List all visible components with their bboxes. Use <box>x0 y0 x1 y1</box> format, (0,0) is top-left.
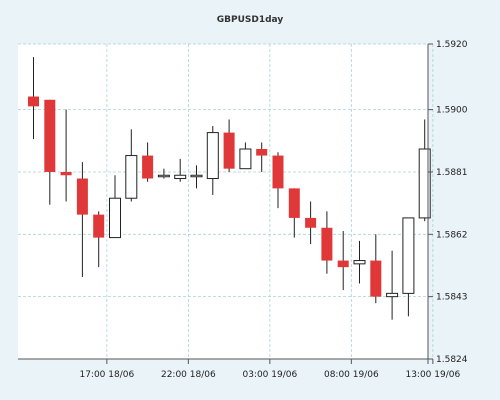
x-tick-label: 22:00 18/06 <box>161 370 216 380</box>
candle-body-down <box>337 260 349 268</box>
y-tick-label: 1.5881 <box>436 168 468 178</box>
y-tick-label: 1.5843 <box>436 293 468 303</box>
y-tick-label: 1.5920 <box>436 40 468 50</box>
candles <box>28 57 431 320</box>
y-tick-label: 1.5824 <box>436 355 468 365</box>
candle-body-down <box>256 149 268 156</box>
y-tick-label: 1.5900 <box>436 106 468 116</box>
x-tick-label: 13:00 19/06 <box>405 370 460 380</box>
chart-title: GBPUSD1day <box>217 15 284 25</box>
candle-body-up <box>353 260 366 265</box>
candle-body-down <box>28 96 39 107</box>
candle-body-down <box>321 227 333 261</box>
x-tick-label: 03:00 19/06 <box>242 370 297 380</box>
candle-body-up <box>239 148 252 170</box>
candle-body-down <box>370 260 382 297</box>
candle-body-down <box>142 155 154 179</box>
candle-body-down <box>44 99 56 172</box>
candle-body-up <box>125 155 138 199</box>
candle-body-down <box>223 132 235 169</box>
candle-body-up <box>418 148 431 219</box>
x-tick-label: 17:00 18/06 <box>79 370 134 380</box>
y-tick-label: 1.5862 <box>436 230 468 240</box>
candle-body-up <box>109 197 121 239</box>
candle-body-down <box>60 171 72 176</box>
candle-body-down <box>76 178 88 215</box>
candle-body-down <box>93 214 105 238</box>
x-tick-label: 08:00 19/06 <box>324 370 379 380</box>
candle-body-up <box>190 174 203 178</box>
y-axis: 1.5824 1.5843 1.5862 1.5881 1.5900 1.5920 <box>427 40 468 365</box>
candle-body-up <box>174 174 187 180</box>
candle-body-up <box>402 217 415 294</box>
candle-body-down <box>305 217 317 228</box>
candle-body-down <box>288 188 300 218</box>
x-axis: 17:00 18/06 22:00 18/06 03:00 19/06 08:00 1… <box>18 358 460 380</box>
candle-body-up <box>157 174 170 178</box>
candle-body-down <box>272 155 284 189</box>
candle-body-up <box>386 292 399 298</box>
candle-body-up <box>206 132 219 180</box>
